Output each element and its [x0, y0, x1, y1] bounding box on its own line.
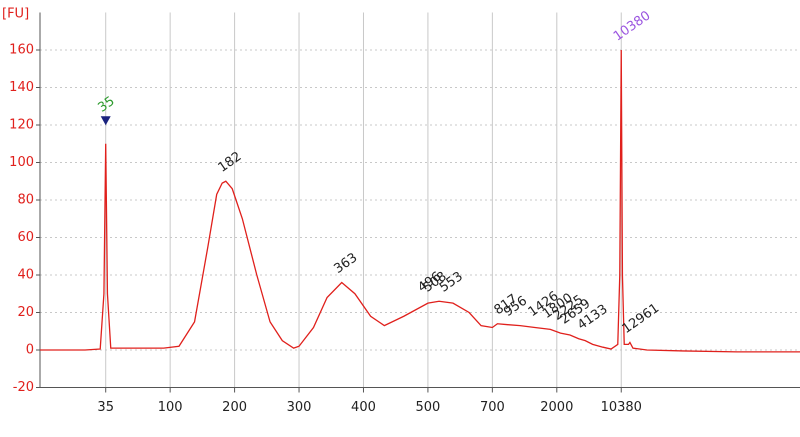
trace: [40, 49, 800, 353]
x-tick-label: 35: [97, 400, 114, 415]
y-tick-label: 20: [17, 305, 34, 320]
x-tick-label: 700: [480, 400, 505, 415]
y-tick-label: 80: [17, 193, 34, 208]
y-tick-label: 140: [9, 80, 34, 95]
y-tick-label: 60: [17, 230, 34, 245]
y-tick-label: -20: [13, 380, 34, 395]
x-tick-label: 10380: [601, 400, 642, 415]
y-tick-label: 160: [9, 43, 34, 58]
x-tick-label: 500: [416, 400, 441, 415]
x-tick-label: 200: [222, 400, 247, 415]
x-tick-label: 100: [158, 400, 183, 415]
y-axis-label: [FU]: [2, 7, 29, 22]
x-tick-label: 2000: [540, 400, 573, 415]
y-tick-label: 0: [26, 343, 34, 358]
y-tick-label: 120: [9, 118, 34, 133]
x-tick-label: 400: [351, 400, 376, 415]
y-tick-label: 100: [9, 155, 34, 170]
ladder-marker: [100, 116, 111, 126]
x-tick-label: 300: [287, 400, 312, 415]
y-tick-label: 40: [17, 268, 34, 283]
